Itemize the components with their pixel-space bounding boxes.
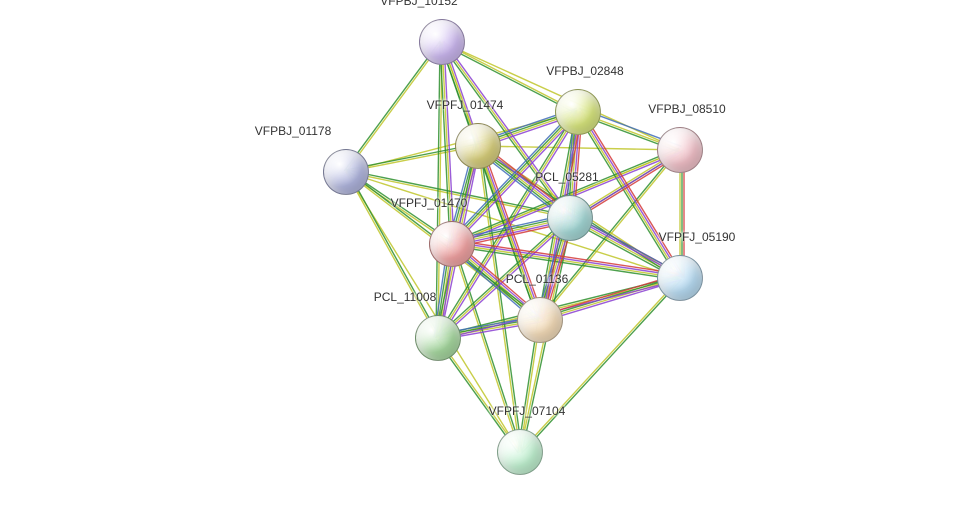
node-circle[interactable]	[547, 195, 593, 241]
node-n_01136[interactable]: PCL_01136	[517, 297, 563, 343]
edge	[348, 171, 440, 337]
node-circle[interactable]	[419, 19, 465, 65]
node-n_01178[interactable]: VFPBJ_01178	[323, 149, 369, 195]
node-circle[interactable]	[657, 127, 703, 173]
node-n_05281[interactable]: PCL_05281	[547, 195, 593, 241]
node-n_10152[interactable]: VFPBJ_10152	[419, 19, 465, 65]
node-circle[interactable]	[429, 221, 475, 267]
node-circle[interactable]	[497, 429, 543, 475]
node-n_02848[interactable]: VFPBJ_02848	[555, 89, 601, 135]
node-n_05190[interactable]: VFPFJ_05190	[657, 255, 703, 301]
node-n_08510[interactable]: VFPBJ_08510	[657, 127, 703, 173]
node-circle[interactable]	[455, 123, 501, 169]
node-n_01474[interactable]: VFPFJ_01474	[455, 123, 501, 169]
node-n_07104[interactable]: VFPFJ_07104	[497, 429, 543, 475]
node-circle[interactable]	[555, 89, 601, 135]
node-circle[interactable]	[323, 149, 369, 195]
node-circle[interactable]	[517, 297, 563, 343]
node-n_01470[interactable]: VFPFJ_01470	[429, 221, 475, 267]
node-circle[interactable]	[415, 315, 461, 361]
edge-layer	[0, 0, 976, 506]
node-n_11008[interactable]: PCL_11008	[415, 315, 461, 361]
node-circle[interactable]	[657, 255, 703, 301]
network-canvas: VFPBJ_10152 VFPBJ_02848 VFPFJ_01474 VFPBJ_0…	[0, 0, 976, 506]
